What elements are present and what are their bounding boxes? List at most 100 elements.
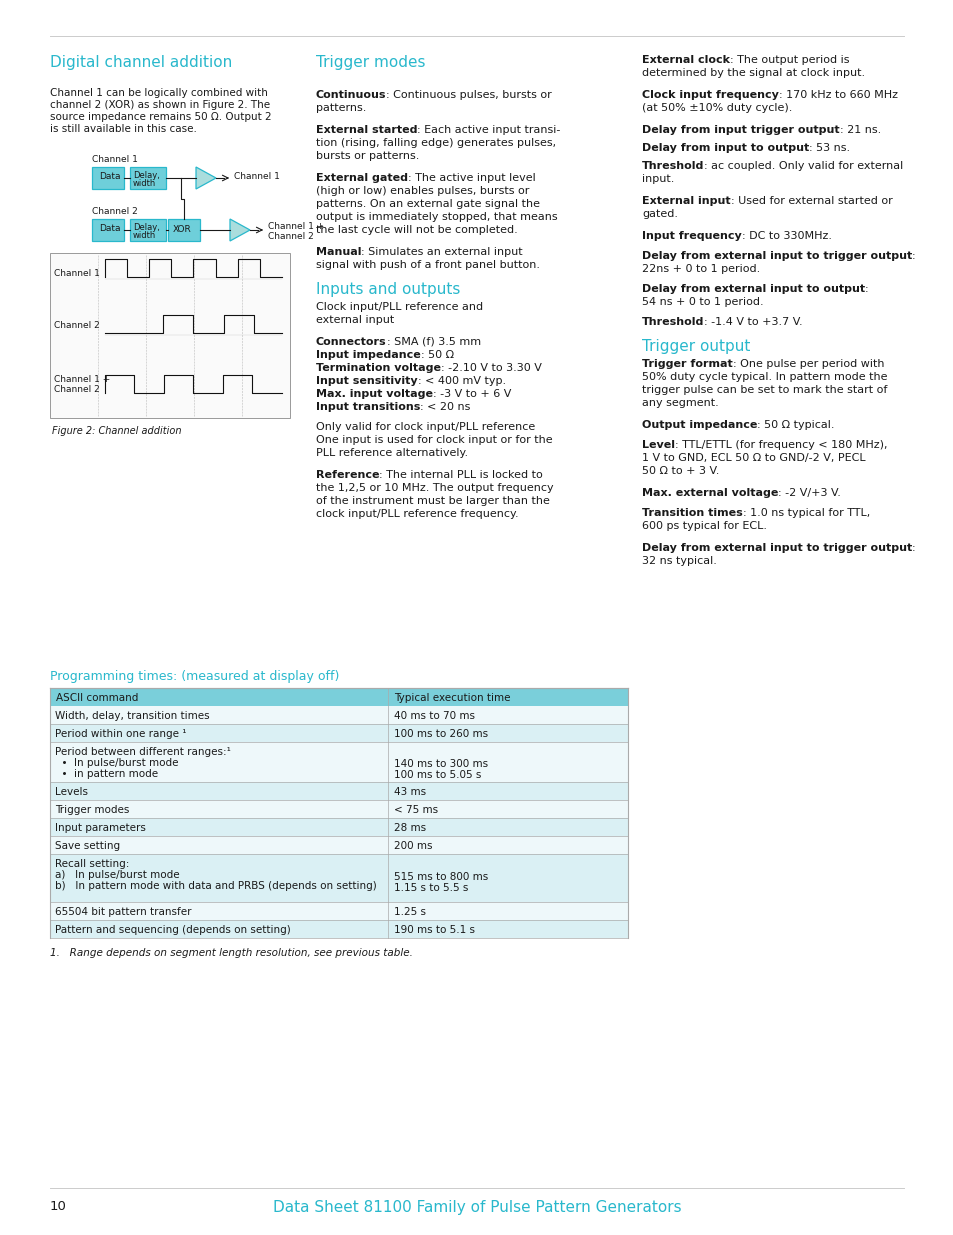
Bar — [50, 742, 627, 782]
Text: Delay,: Delay, — [132, 170, 160, 180]
Text: : < 20 ns: : < 20 ns — [420, 403, 470, 412]
Text: tion (rising, falling edge) generates pulses,: tion (rising, falling edge) generates pu… — [315, 138, 556, 148]
Text: channel 2 (XOR) as shown in Figure 2. The: channel 2 (XOR) as shown in Figure 2. Th… — [50, 100, 270, 110]
Bar — [50, 688, 627, 706]
Text: Delay from external input to trigger output: Delay from external input to trigger out… — [641, 543, 911, 553]
Text: External input: External input — [641, 196, 730, 206]
Text: 40 ms to 70 ms: 40 ms to 70 ms — [394, 711, 475, 721]
Text: 200 ms: 200 ms — [394, 841, 432, 851]
Text: : One pulse per period with: : One pulse per period with — [732, 359, 883, 369]
Text: width: width — [132, 231, 156, 240]
Bar — [50, 836, 627, 853]
Text: output is immediately stopped, that means: output is immediately stopped, that mean… — [315, 212, 558, 222]
Text: a)   In pulse/burst mode: a) In pulse/burst mode — [55, 869, 179, 881]
Text: : TTL/ETTL (for frequency < 180 MHz),: : TTL/ETTL (for frequency < 180 MHz), — [675, 440, 886, 450]
Text: Channel 1 +: Channel 1 + — [268, 222, 324, 231]
Text: 65504 bit pattern transfer: 65504 bit pattern transfer — [55, 906, 192, 918]
Text: Input sensitivity: Input sensitivity — [315, 375, 417, 387]
Text: < 75 ms: < 75 ms — [394, 805, 437, 815]
Text: External started: External started — [315, 125, 417, 135]
Text: Continuous: Continuous — [315, 90, 386, 100]
Text: source impedance remains 50 Ω. Output 2: source impedance remains 50 Ω. Output 2 — [50, 112, 272, 122]
Text: : 1.0 ns typical for TTL,: : 1.0 ns typical for TTL, — [742, 508, 869, 517]
Bar — [50, 800, 627, 818]
Text: : -3 V to + 6 V: : -3 V to + 6 V — [433, 389, 511, 399]
Bar — [91, 167, 124, 189]
Text: Reference: Reference — [315, 471, 379, 480]
Text: Channel 1 can be logically combined with: Channel 1 can be logically combined with — [50, 88, 268, 98]
Text: b)   In pattern mode with data and PRBS (depends on setting): b) In pattern mode with data and PRBS (d… — [55, 881, 376, 890]
Text: Channel 2: Channel 2 — [54, 385, 100, 394]
Text: : Used for external started or: : Used for external started or — [730, 196, 891, 206]
Text: : Each active input transi-: : Each active input transi- — [417, 125, 560, 135]
Text: 1.   Range depends on segment length resolution, see previous table.: 1. Range depends on segment length resol… — [50, 948, 413, 958]
Text: Width, delay, transition times: Width, delay, transition times — [55, 711, 210, 721]
Text: XOR: XOR — [172, 225, 192, 233]
Text: Clock input/PLL reference and: Clock input/PLL reference and — [315, 303, 482, 312]
Text: 1.15 s to 5.5 s: 1.15 s to 5.5 s — [394, 883, 468, 893]
Bar — [130, 219, 166, 241]
Text: Only valid for clock input/PLL reference: Only valid for clock input/PLL reference — [315, 422, 535, 432]
Bar — [50, 853, 627, 902]
Text: 140 ms to 300 ms: 140 ms to 300 ms — [394, 760, 488, 769]
Bar — [50, 706, 627, 724]
Text: 515 ms to 800 ms: 515 ms to 800 ms — [394, 872, 488, 882]
Text: 1.25 s: 1.25 s — [394, 906, 426, 918]
Text: 100 ms to 260 ms: 100 ms to 260 ms — [394, 729, 488, 739]
Text: is still available in this case.: is still available in this case. — [50, 124, 196, 135]
Text: 190 ms to 5.1 s: 190 ms to 5.1 s — [394, 925, 475, 935]
Text: : 50 Ω typical.: : 50 Ω typical. — [757, 420, 834, 430]
Text: Typical execution time: Typical execution time — [394, 693, 510, 703]
Text: : 21 ns.: : 21 ns. — [839, 125, 880, 135]
Text: trigger pulse can be set to mark the start of: trigger pulse can be set to mark the sta… — [641, 385, 886, 395]
Text: Delay from input to output: Delay from input to output — [641, 143, 808, 153]
Bar — [50, 724, 627, 742]
Text: Inputs and outputs: Inputs and outputs — [315, 282, 460, 296]
Text: External gated: External gated — [315, 173, 408, 183]
Text: Threshold: Threshold — [641, 317, 703, 327]
Text: : 170 kHz to 660 MHz: : 170 kHz to 660 MHz — [778, 90, 897, 100]
Bar — [50, 782, 627, 800]
Text: : -1.4 V to +3.7 V.: : -1.4 V to +3.7 V. — [703, 317, 802, 327]
Text: Programming times: (measured at display off): Programming times: (measured at display … — [50, 671, 339, 683]
Text: Data Sheet 81100 Family of Pulse Pattern Generators: Data Sheet 81100 Family of Pulse Pattern… — [273, 1200, 680, 1215]
Text: 50% duty cycle typical. In pattern mode the: 50% duty cycle typical. In pattern mode … — [641, 372, 886, 382]
Text: patterns. On an external gate signal the: patterns. On an external gate signal the — [315, 199, 539, 209]
Text: ASCII command: ASCII command — [56, 693, 138, 703]
Text: width: width — [132, 179, 156, 188]
Text: determined by the signal at clock input.: determined by the signal at clock input. — [641, 68, 864, 78]
Text: (at 50% ±10% duty cycle).: (at 50% ±10% duty cycle). — [641, 103, 792, 112]
Bar — [50, 920, 627, 939]
Text: Delay from external input to output: Delay from external input to output — [641, 284, 864, 294]
Text: Input impedance: Input impedance — [315, 350, 420, 359]
Text: 28 ms: 28 ms — [394, 823, 426, 832]
Text: Channel 1: Channel 1 — [233, 172, 279, 182]
Text: :: : — [864, 284, 868, 294]
Text: : 50 Ω: : 50 Ω — [420, 350, 454, 359]
Text: of the instrument must be larger than the: of the instrument must be larger than th… — [315, 496, 549, 506]
Text: Delay from external input to trigger output: Delay from external input to trigger out… — [641, 251, 911, 261]
Text: : Simulates an external input: : Simulates an external input — [361, 247, 522, 257]
Text: Max. input voltage: Max. input voltage — [315, 389, 433, 399]
Text: : < 400 mV typ.: : < 400 mV typ. — [417, 375, 505, 387]
Text: : -2.10 V to 3.30 V: : -2.10 V to 3.30 V — [440, 363, 541, 373]
Text: gated.: gated. — [641, 209, 678, 219]
Text: : 53 ns.: : 53 ns. — [808, 143, 849, 153]
Text: Save setting: Save setting — [55, 841, 120, 851]
Text: Output impedance: Output impedance — [641, 420, 757, 430]
Text: : The active input level: : The active input level — [408, 173, 536, 183]
Text: bursts or patterns.: bursts or patterns. — [315, 151, 419, 161]
Text: Channel 1 +: Channel 1 + — [54, 375, 111, 384]
Text: 43 ms: 43 ms — [394, 787, 426, 797]
Text: Channel 2: Channel 2 — [54, 321, 100, 330]
Text: Delay,: Delay, — [132, 224, 160, 232]
Bar — [50, 253, 290, 417]
Text: Termination voltage: Termination voltage — [315, 363, 440, 373]
Text: Level: Level — [641, 440, 675, 450]
Text: Clock input frequency: Clock input frequency — [641, 90, 778, 100]
Text: : SMA (f) 3.5 mm: : SMA (f) 3.5 mm — [386, 337, 480, 347]
Bar — [50, 818, 627, 836]
Text: Period within one range ¹: Period within one range ¹ — [55, 729, 186, 739]
Text: External clock: External clock — [641, 56, 729, 65]
Text: signal with push of a front panel button.: signal with push of a front panel button… — [315, 261, 539, 270]
